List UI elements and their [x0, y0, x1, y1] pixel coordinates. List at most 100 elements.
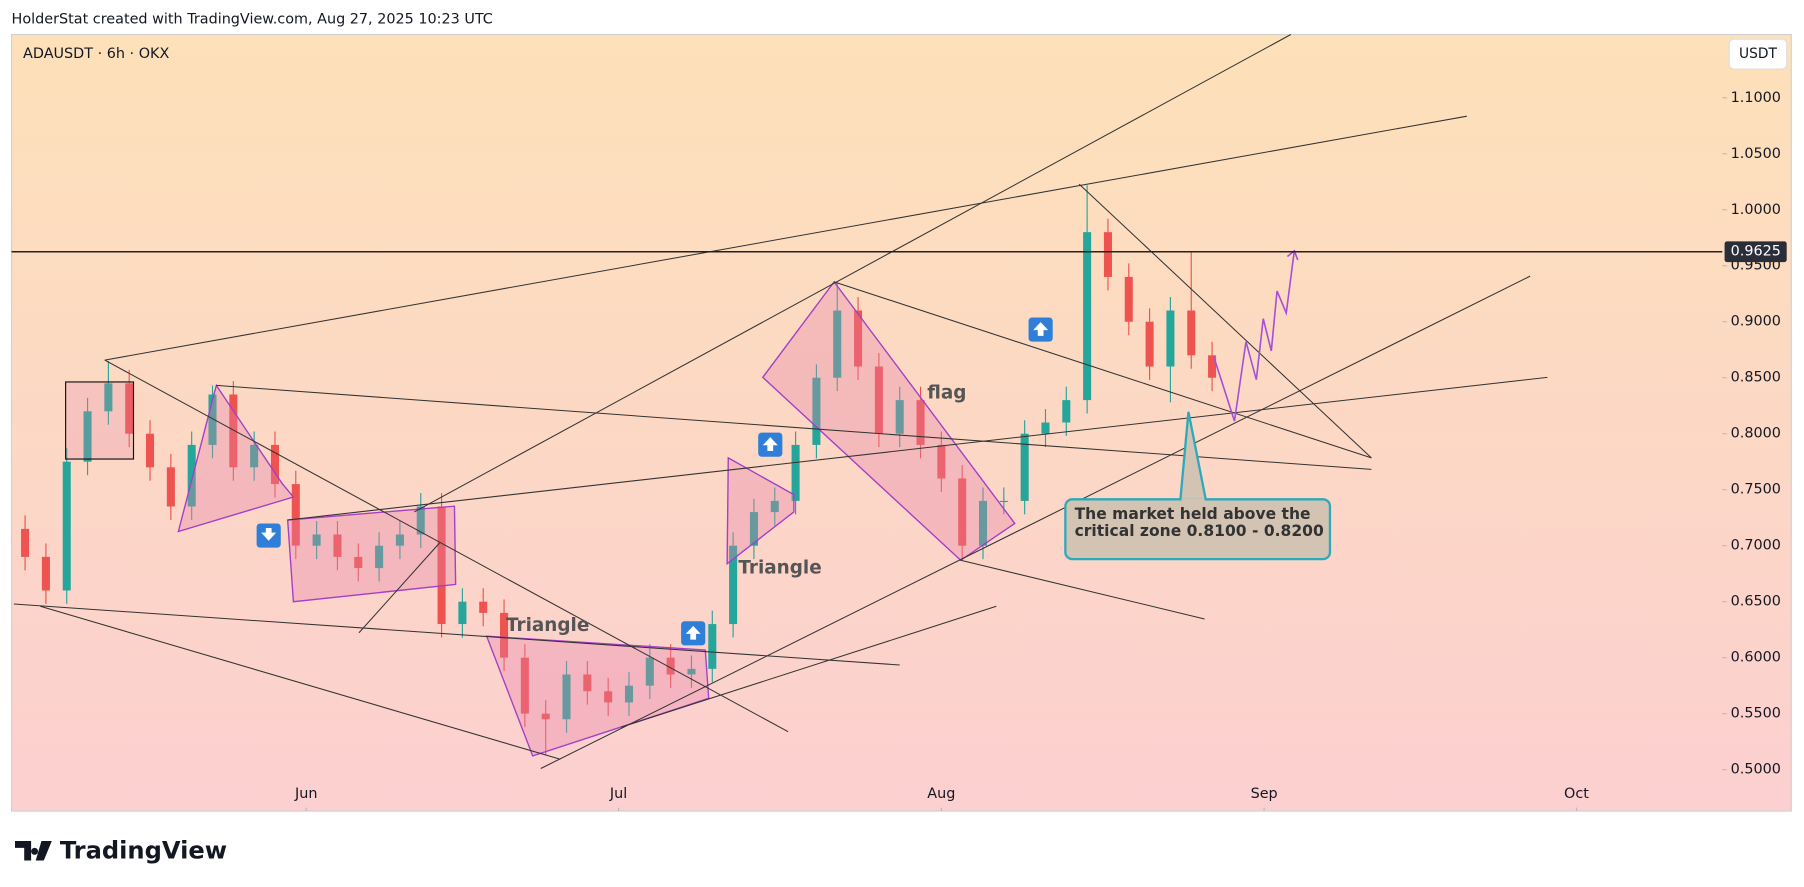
- y-tick-label: 1.0500: [1731, 146, 1781, 162]
- candle-body: [1041, 422, 1050, 434]
- trend-line: [216, 384, 1372, 470]
- x-tick-label: Jul: [609, 786, 627, 802]
- candle-body: [146, 433, 155, 468]
- candle-body: [604, 691, 613, 703]
- candle-body: [416, 506, 425, 535]
- candle-body: [874, 366, 883, 434]
- candle-body: [999, 500, 1008, 503]
- trend-line: [413, 34, 1292, 513]
- arrow-up-icon: [758, 432, 783, 457]
- trend-line: [833, 281, 1372, 459]
- x-tick-label: Sep: [1251, 786, 1278, 802]
- candle-body: [1020, 433, 1029, 501]
- candle-body: [1124, 276, 1133, 322]
- y-tick-label: 0.8500: [1731, 370, 1781, 386]
- candle-body: [520, 657, 529, 714]
- candle-body: [812, 377, 821, 445]
- y-tick-label: 1.0000: [1731, 202, 1781, 218]
- candle-body: [687, 668, 696, 675]
- annotation-label: Triangle: [738, 557, 821, 578]
- x-tick-label: Jun: [294, 786, 317, 802]
- trend-line: [287, 376, 1548, 521]
- candle-body: [833, 310, 842, 378]
- price-tag-label: 0.9625: [1731, 244, 1781, 260]
- currency: USDT: [1739, 46, 1777, 62]
- trend-line: [104, 115, 1467, 361]
- candle-body: [729, 545, 738, 625]
- trend-line: [13, 603, 900, 666]
- y-tick-label: 0.6000: [1731, 650, 1781, 666]
- box: [65, 381, 135, 460]
- logo-mark: [15, 840, 52, 861]
- triangle-shape: [485, 635, 710, 757]
- candles: [21, 185, 1217, 756]
- candle-body: [708, 624, 717, 669]
- candle-body: [395, 534, 404, 546]
- candle-body: [500, 612, 509, 658]
- candle-body: [1187, 310, 1196, 356]
- candle-body: [41, 556, 50, 591]
- arrow-up-icon: [681, 621, 706, 646]
- candle-body: [583, 674, 592, 692]
- candle-body: [354, 556, 363, 569]
- y-tick-label: 0.5500: [1731, 706, 1781, 722]
- currency-box: [1728, 38, 1788, 70]
- trend-line: [40, 605, 561, 760]
- candle-body: [749, 512, 758, 546]
- candle-body: [541, 713, 550, 720]
- trend-line: [540, 275, 1531, 769]
- candle-body: [770, 500, 779, 513]
- candle-body: [1208, 355, 1217, 378]
- y-tick-label: 0.7000: [1731, 538, 1781, 554]
- trend-line: [621, 605, 997, 728]
- candle-body: [958, 478, 967, 546]
- candle-body: [21, 528, 30, 557]
- projection-arrow: [1286, 249, 1299, 261]
- drawings: Triangle Triangle flag The market held a…: [13, 34, 1548, 769]
- candle-body: [791, 444, 800, 501]
- flag-shape: [761, 280, 1016, 562]
- candle-body: [645, 657, 654, 686]
- symbol-title: ADAUSDT · 6h · OKX: [23, 46, 169, 62]
- candle-body: [250, 444, 259, 468]
- price-tag: [1724, 241, 1787, 263]
- candle-body: [333, 534, 342, 557]
- candle-body: [916, 400, 925, 445]
- candle-body: [854, 310, 863, 367]
- x-tick-label: Oct: [1564, 786, 1589, 802]
- candle-body: [312, 534, 321, 546]
- y-tick-label: 0.6500: [1731, 594, 1781, 610]
- credit: HolderStat created with TradingView.com,…: [12, 12, 493, 28]
- candle-body: [666, 657, 675, 675]
- candle-body: [1166, 310, 1175, 367]
- annotation-label: Triangle: [506, 615, 589, 636]
- candle-body: [104, 383, 113, 412]
- candle-body: [83, 411, 92, 462]
- y-tick-label: 0.7500: [1731, 482, 1781, 498]
- candle-body: [125, 383, 134, 434]
- candle-body: [458, 601, 467, 625]
- candle-body: [624, 685, 634, 703]
- axes: 0.5000 0.5500 0.6000 0.6500 0.7000 0.7500 0.80…: [11, 90, 1787, 812]
- candle-body: [375, 545, 384, 569]
- trend-line: [1078, 183, 1372, 459]
- x-tick-label: Aug: [927, 786, 955, 802]
- annotation-label: flag: [927, 382, 966, 403]
- logo: TradingView: [15, 836, 227, 864]
- y-tick-label: 0.9000: [1731, 314, 1781, 330]
- trend-line: [960, 559, 1205, 620]
- candle-body: [1062, 400, 1071, 423]
- candle-body: [562, 674, 571, 720]
- callout-pointer: [1179, 411, 1207, 500]
- y-tick-label: 0.8000: [1731, 426, 1781, 442]
- candle-body: [270, 444, 280, 485]
- candle-body: [187, 444, 196, 507]
- candle-body: [291, 484, 300, 546]
- candle-body: [1103, 232, 1112, 277]
- callout-joint: [1181, 498, 1205, 503]
- candle-body: [229, 394, 238, 468]
- candle-body: [1083, 232, 1092, 401]
- candle-body: [166, 467, 175, 507]
